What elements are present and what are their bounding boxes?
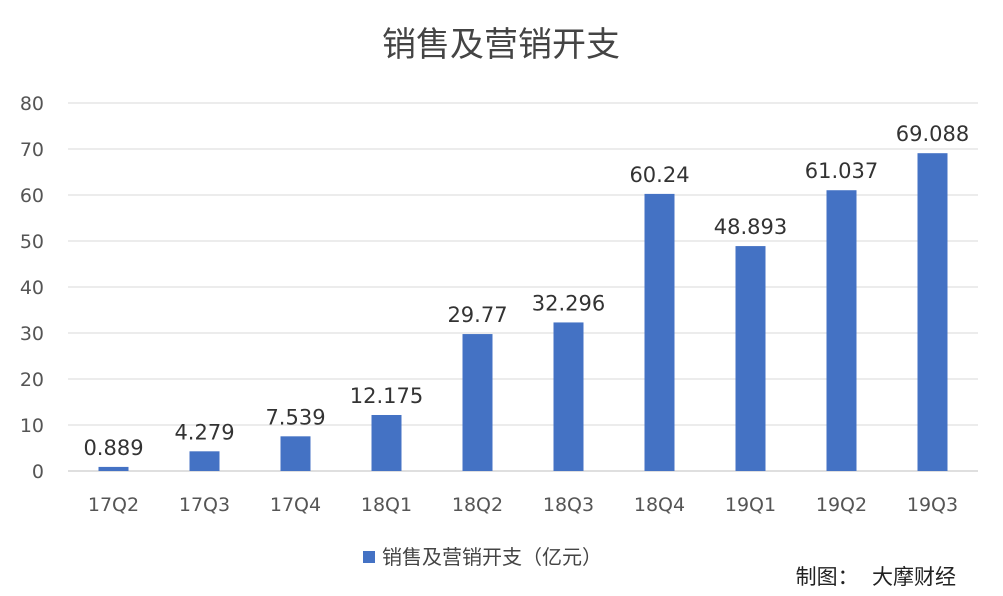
bar <box>644 193 675 471</box>
bar <box>371 414 402 471</box>
x-tick-label: 18Q4 <box>634 494 685 516</box>
x-tick-label: 17Q3 <box>179 494 230 516</box>
data-label: 69.088 <box>896 122 969 146</box>
data-label: 48.893 <box>714 215 787 239</box>
grid-lines <box>68 102 978 472</box>
y-tick-label: 0 <box>32 461 44 483</box>
y-tick-label: 20 <box>20 369 44 391</box>
x-tick-label: 17Q2 <box>88 494 139 516</box>
data-label: 60.24 <box>629 163 689 187</box>
legend-label: 销售及营销开支（亿元） <box>382 545 602 569</box>
bar <box>826 190 857 471</box>
x-tick-label: 18Q3 <box>543 494 594 516</box>
x-tick-label: 17Q4 <box>270 494 321 516</box>
bars <box>98 153 948 472</box>
x-tick-label: 18Q2 <box>452 494 503 516</box>
y-tick-label: 70 <box>20 139 44 161</box>
bar <box>189 451 220 471</box>
x-tick-label: 19Q1 <box>725 494 776 516</box>
y-tick-label: 50 <box>20 231 44 253</box>
data-label: 61.037 <box>805 159 878 183</box>
bar <box>735 246 766 471</box>
bar <box>553 322 584 471</box>
data-label: 4.279 <box>174 420 234 444</box>
x-tick-label: 18Q1 <box>361 494 412 516</box>
data-label: 29.77 <box>447 303 507 327</box>
x-tick-label: 19Q2 <box>816 494 867 516</box>
y-tick-label: 10 <box>20 415 44 437</box>
data-label: 12.175 <box>350 384 423 408</box>
y-tick-label: 40 <box>20 277 44 299</box>
data-label: 0.889 <box>83 436 143 460</box>
y-tick-label: 30 <box>20 323 44 345</box>
x-axis-ticks: 17Q2 17Q3 17Q4 18Q1 18Q2 18Q3 18Q4 19Q1 19Q2 19Q3 <box>88 494 958 516</box>
bar <box>917 153 948 472</box>
bar <box>462 334 493 471</box>
x-tick-label: 19Q3 <box>907 494 958 516</box>
legend-swatch <box>363 551 375 563</box>
y-axis-ticks: 0 10 20 30 40 50 60 70 80 <box>20 93 44 483</box>
chart-credit: 制图： 大摩财经 <box>796 565 956 589</box>
bar <box>280 436 311 471</box>
y-tick-label: 80 <box>20 93 44 115</box>
chart-title: 销售及营销开支 <box>382 25 620 65</box>
data-labels: 0.889 4.279 7.539 12.175 29.77 32.296 60.24 48.… <box>83 122 969 460</box>
data-label: 32.296 <box>532 291 605 315</box>
y-tick-label: 60 <box>20 185 44 207</box>
bar <box>98 466 129 471</box>
legend: 销售及营销开支（亿元） <box>363 545 602 569</box>
data-label: 7.539 <box>265 405 325 429</box>
